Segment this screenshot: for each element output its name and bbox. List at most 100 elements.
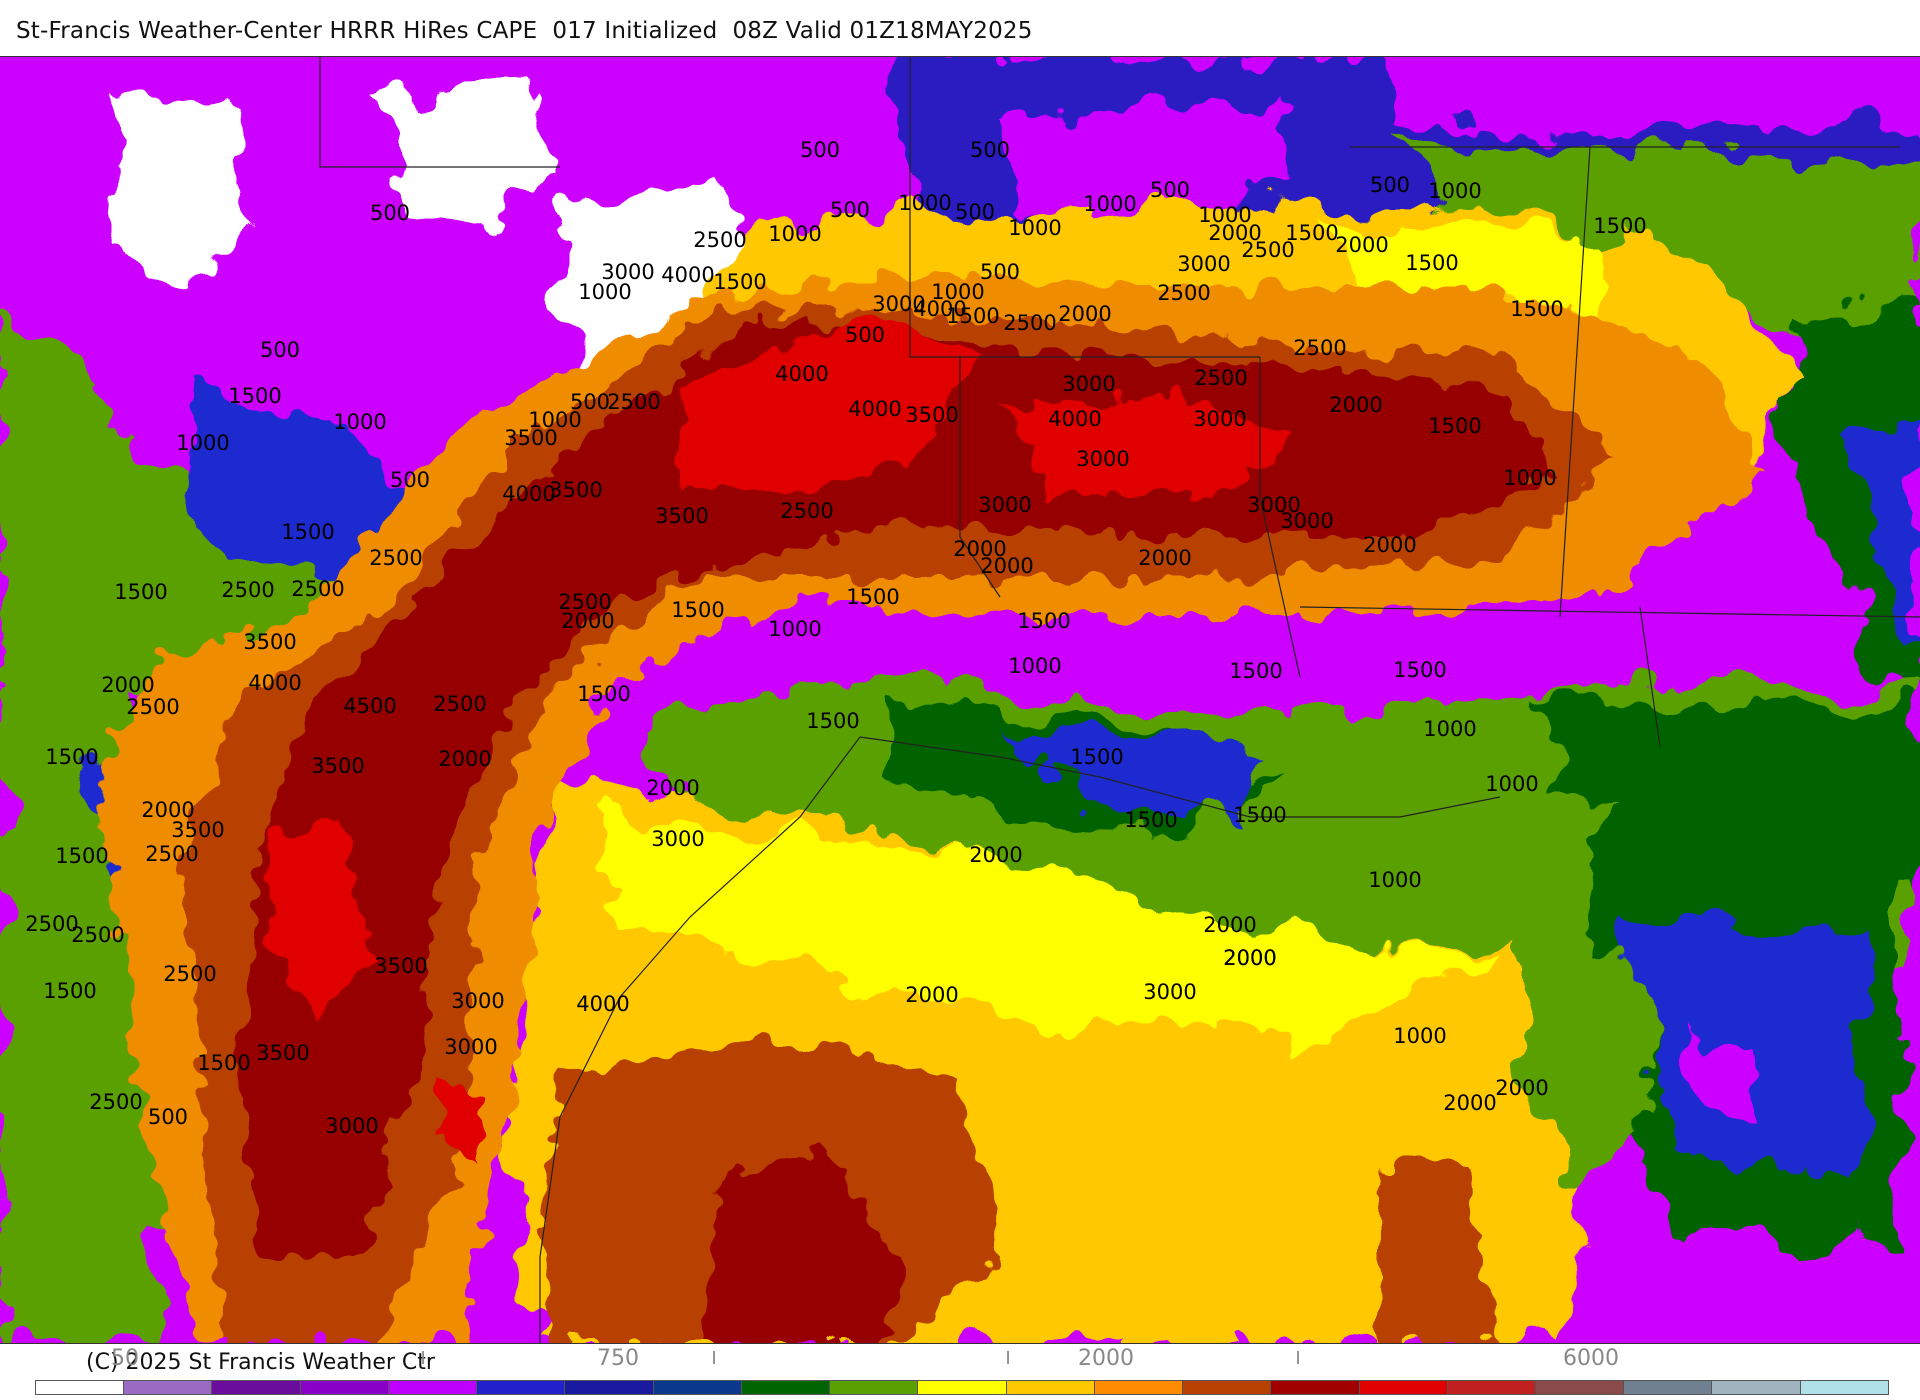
colorbar-cell — [300, 1381, 389, 1394]
contour-label: 4500 — [343, 694, 396, 718]
region-green-gulf-east — [1520, 937, 1660, 1177]
contour-label: 2500 — [221, 578, 274, 602]
colorbar-cell — [1006, 1381, 1095, 1394]
colorbar-cell — [830, 1381, 919, 1394]
boundary-line-1 — [319, 57, 560, 168]
contour-label: 3000 — [651, 827, 704, 851]
contour-label: 1000 — [176, 431, 229, 455]
contour-label: 2500 — [163, 962, 216, 986]
contour-label: 4000 — [661, 263, 714, 287]
region-white-3 — [110, 97, 250, 297]
contour-label: 1500 — [1393, 658, 1446, 682]
contour-label: 1000 — [578, 280, 631, 304]
contour-label: 500 — [980, 260, 1020, 284]
contour-label: 500 — [1370, 173, 1410, 197]
contour-label: 1000 — [898, 191, 951, 215]
contour-label: 2000 — [1138, 546, 1191, 570]
region-blue-central — [1000, 727, 1260, 817]
boundary-line-3 — [959, 357, 1001, 598]
colorbar-cell — [918, 1381, 1007, 1394]
contour-label: 500 — [148, 1105, 188, 1129]
contour-label: 2500 — [145, 842, 198, 866]
contour-label: 4000 — [502, 482, 555, 506]
contour-label: 4000 — [848, 397, 901, 421]
contour-label: 1500 — [228, 384, 281, 408]
contour-label: 1500 — [1428, 414, 1481, 438]
contour-label: 3500 — [504, 426, 557, 450]
contour-label: 2000 — [969, 843, 1022, 867]
colorbar-tick-label: 50 — [111, 1346, 139, 1371]
contour-label: 3500 — [256, 1041, 309, 1065]
region-rust-gulf-east — [1380, 1157, 1500, 1343]
colorbar-mark: I — [711, 1348, 717, 1369]
region-red-core-west — [270, 817, 370, 1017]
colorbar-tick-label: 2000 — [1078, 1346, 1134, 1371]
contour-label: 4000 — [913, 297, 966, 321]
region-blue-west — [180, 387, 420, 577]
contour-label: 3000 — [1280, 509, 1333, 533]
colorbar-cell — [388, 1381, 478, 1394]
colorbar-tick-label: 6000 — [1563, 1346, 1619, 1371]
contour-label: 1000 — [1428, 179, 1481, 203]
contour-label: 500 — [1150, 178, 1190, 202]
contour-label: 4000 — [248, 671, 301, 695]
contour-label: 3000 — [1193, 407, 1246, 431]
region-gold-tongue — [1120, 1107, 1240, 1343]
contour-label: 1500 — [45, 745, 98, 769]
colorbar-cell — [1447, 1381, 1536, 1394]
contour-label: 1000 — [931, 280, 984, 304]
contour-label: 3000 — [872, 292, 925, 316]
contour-label: 2500 — [369, 546, 422, 570]
contour-label: 1500 — [43, 979, 96, 1003]
contour-label: 2000 — [1335, 233, 1388, 257]
colorbar-cell — [212, 1381, 301, 1394]
contour-label: 1500 — [1593, 214, 1646, 238]
contour-label: 2500 — [607, 390, 660, 414]
colorbar-tick-label: 750 — [597, 1346, 639, 1371]
contour-label: 3500 — [243, 630, 296, 654]
colorbar-cell — [124, 1381, 213, 1394]
contour-label: 2500 — [433, 692, 486, 716]
region-red-core-center — [1000, 397, 1300, 497]
contour-label: 1000 — [1008, 216, 1061, 240]
contour-label: 3000 — [1177, 252, 1230, 276]
contour-label: 1000 — [1368, 868, 1421, 892]
colorbar-mark: I — [1295, 1348, 1301, 1369]
region-magenta-north — [1000, 97, 1300, 237]
colorbar-cell — [36, 1381, 125, 1394]
boundary-line-8 — [1639, 606, 1661, 748]
cape-map[interactable]: 500 500 500 500 500 500 500 500 500 500 500 500 500 1… — [0, 56, 1920, 1344]
contour-label: 2500 — [291, 577, 344, 601]
contour-label: 500 — [260, 338, 300, 362]
contour-label: 2500 — [25, 912, 78, 936]
state-boundaries — [319, 57, 1920, 1343]
coastline-texas — [539, 736, 861, 1343]
contour-label: 500 — [800, 138, 840, 162]
contour-label: 2500 — [1241, 238, 1294, 262]
contour-label: 1000 — [528, 408, 581, 432]
contour-label: 1500 — [197, 1051, 250, 1075]
colorbar-cell — [1271, 1381, 1360, 1394]
region-red-core-north — [680, 317, 980, 497]
region-white-1 — [380, 87, 560, 227]
contour-label: 1000 — [1008, 654, 1061, 678]
colorbar-mark: I — [420, 1348, 426, 1369]
contour-label: 3500 — [171, 818, 224, 842]
contour-label: 2500 — [89, 1090, 142, 1114]
contour-label: 500 — [955, 200, 995, 224]
region-darkred-core — [240, 317, 1560, 1257]
contour-label: 3000 — [1143, 980, 1196, 1004]
contour-label: 1000 — [768, 617, 821, 641]
contour-label: 500 — [570, 390, 610, 414]
colorbar — [35, 1380, 1889, 1395]
contour-label: 2500 — [1157, 281, 1210, 305]
contour-label: 500 — [370, 201, 410, 225]
contour-label: 3000 — [444, 1035, 497, 1059]
contour-label: 4000 — [775, 362, 828, 386]
contour-label: 500 — [970, 138, 1010, 162]
contour-label: 3000 — [1062, 372, 1115, 396]
coastline-gulf — [859, 736, 1501, 818]
contour-label: 1000 — [768, 222, 821, 246]
contour-label: 2000 — [1203, 913, 1256, 937]
